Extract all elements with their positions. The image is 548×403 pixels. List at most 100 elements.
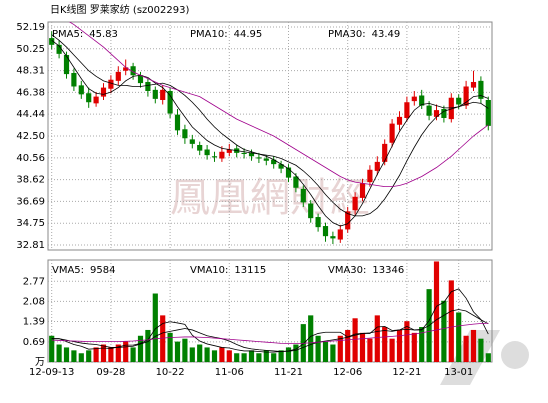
legend-value: 43.49 (372, 29, 401, 40)
y-tick-label: 46.38 (16, 87, 45, 98)
y-tick-label: 42.50 (16, 131, 45, 142)
candle-body (219, 151, 225, 159)
volume-bar (100, 344, 107, 362)
y-tick-label: 34.75 (16, 218, 45, 229)
ma-line (51, 309, 489, 352)
candle-body (226, 149, 232, 153)
volume-bar (367, 338, 373, 362)
volume-bar (219, 347, 225, 362)
y-tick-label: 2.77 (23, 276, 45, 287)
legend-name: PMA5: (52, 29, 83, 40)
volume-bar (337, 335, 343, 362)
volume-bar (123, 341, 129, 362)
watermark: 鳳凰網財經 (170, 175, 370, 221)
y-tick-label: 0.69 (23, 337, 45, 348)
y-tick-label: 36.69 (16, 196, 45, 207)
volume-bar (278, 350, 284, 362)
candle-body (478, 80, 484, 99)
candle-body (86, 93, 92, 103)
volume-bar (433, 261, 440, 362)
candle-body (426, 105, 432, 116)
volume-bar (234, 353, 240, 362)
volume-bar (359, 332, 366, 362)
x-tick-label: 09-28 (96, 367, 125, 378)
candle-body (485, 99, 491, 126)
candle-body (470, 81, 477, 88)
candle-body (152, 89, 158, 99)
candle-body (248, 152, 255, 157)
legend-value: 45.83 (89, 29, 118, 40)
volume-bar (160, 315, 166, 362)
volume-bar (330, 344, 336, 362)
volume-bar (226, 350, 232, 362)
volume-bar (263, 350, 269, 362)
candle-body (285, 167, 292, 178)
volume-bar (271, 353, 277, 362)
candle-body (123, 67, 129, 71)
x-tick-label: 12-09-13 (29, 367, 74, 378)
candle-body (411, 96, 417, 102)
volume-bar (71, 350, 77, 362)
volume-bar (293, 344, 299, 362)
x-tick-label: 12-21 (392, 367, 421, 378)
candle-body (315, 217, 321, 228)
legend-value: 13346 (372, 265, 404, 276)
volume-bar (137, 335, 144, 362)
volume-bar (108, 347, 114, 362)
volume-bar (419, 327, 425, 362)
candle-body (211, 156, 218, 158)
candle-body (382, 143, 388, 162)
y-tick-label: 32.81 (16, 240, 45, 251)
candle-body (56, 44, 62, 54)
candle-body (404, 102, 410, 118)
candle-body (182, 129, 188, 139)
volume-bar (49, 335, 55, 362)
volume-bar (211, 350, 218, 362)
volume-bar (115, 344, 121, 362)
volume-bar (345, 329, 351, 362)
candle-body (300, 188, 306, 203)
y-tick-label: 50.25 (16, 44, 45, 55)
candle-body (263, 158, 269, 161)
volume-bar (145, 329, 151, 362)
legend-name: VMA30: (328, 265, 366, 276)
x-tick-label: 10-22 (156, 367, 185, 378)
volume-bar (352, 318, 358, 362)
candle-body (433, 110, 440, 117)
candle-body (189, 139, 195, 144)
candle-body (293, 176, 299, 188)
volume-bar (248, 350, 255, 362)
volume-bar (315, 335, 321, 362)
volume-bar (78, 353, 84, 362)
volume-bar (256, 353, 262, 362)
legend-value: 9584 (90, 265, 115, 276)
candle-body (49, 38, 55, 45)
candle-body (71, 72, 77, 87)
volume-bar (167, 332, 173, 362)
legend-name: PMA10: (190, 29, 228, 40)
volume-bar (389, 338, 395, 362)
volume-bar (456, 312, 462, 362)
volume-bar (93, 347, 99, 362)
candle-body (100, 87, 107, 97)
volume-bar (411, 332, 417, 362)
y-tick-label: 44.44 (16, 109, 45, 120)
candle-body (456, 97, 462, 105)
candle-body (145, 81, 151, 91)
candle-body (396, 116, 403, 125)
candle-body (115, 71, 121, 81)
candle-body (130, 66, 136, 76)
legend-value: 13115 (234, 265, 266, 276)
volume-bar (285, 347, 292, 362)
candle-body (137, 75, 144, 84)
volume-bar (241, 353, 247, 362)
volume-bar (204, 347, 210, 362)
x-tick-label: 11-06 (215, 367, 244, 378)
ma-line (51, 40, 489, 227)
volume-bar (182, 338, 188, 362)
candle-body (197, 145, 203, 151)
y-tick-label: 40.56 (16, 153, 45, 164)
candle-body (337, 229, 343, 240)
candle-body (174, 114, 181, 131)
